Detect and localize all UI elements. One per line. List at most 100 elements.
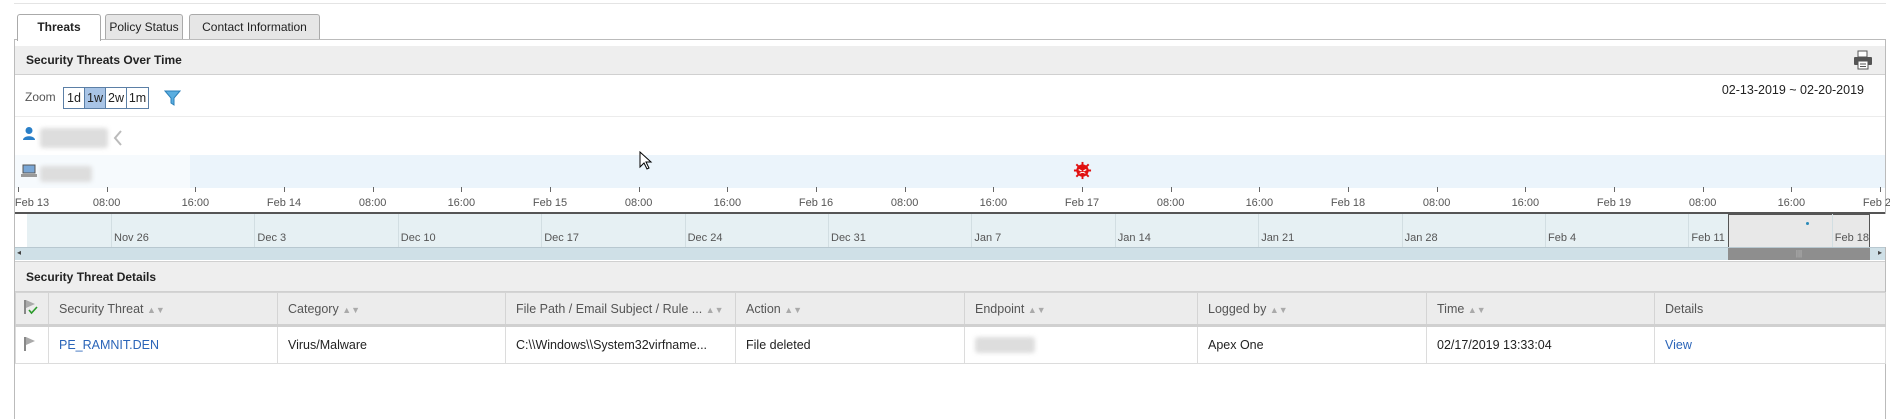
zoom-1d-button[interactable]: 1d [64,88,85,108]
navigator-week-line [111,214,112,247]
navigator-week-line [1114,214,1116,247]
column-time[interactable]: Time ▲▼ [1426,292,1655,327]
axis-tick [993,187,995,192]
timeline-navigator[interactable]: Nov 26 Dec 3 Dec 10 Dec 17 Dec 24 Dec 31 Jan 7… [27,214,1886,247]
axis-label: Feb 20 [1862,197,1890,209]
axis-label: Feb 13 [14,197,50,209]
threat-name-link[interactable]: PE_RAMNIT.DEN [59,338,160,352]
scroll-left-arrow[interactable]: ◂ [17,248,22,257]
axis-label: 16:00 [181,197,210,209]
file-path-cell: C:\\Windows\\System32virfname... [505,325,736,364]
tab-policy-status[interactable]: Policy Status [105,14,183,40]
tab-threats[interactable]: Threats [17,14,101,41]
sort-icon: ▲▼ [705,304,724,315]
top-divider [14,3,1886,4]
navigator-week-line [1258,214,1260,247]
axis-label: Feb 17 [1064,197,1100,209]
view-details-link[interactable]: View [1665,338,1692,352]
zoom-label: Zoom [25,90,56,104]
navigator-event-dot [1806,222,1809,225]
axis-tick [638,187,640,192]
timeline-title: Security Threats Over Time [26,53,182,67]
axis-tick [816,187,817,192]
axis-tick [372,187,374,192]
scroll-right-arrow[interactable]: ▸ [1877,248,1882,257]
endpoint-cell [964,325,1198,364]
action-cell: File deleted [735,325,965,364]
column-file-path[interactable]: File Path / Email Subject / Rule ... ▲▼ [505,292,736,327]
navigator-label: Dec 17 [544,232,580,244]
navigator-scrollbar[interactable]: ◂ ||| ▸ [15,247,1885,260]
axis-tick [1259,187,1261,192]
flag-icon[interactable] [23,336,37,352]
threat-virus-icon[interactable] [1073,161,1092,180]
column-category[interactable]: Category ▲▼ [277,292,506,327]
axis-label: Feb 15 [532,197,568,209]
navigator-label: Feb 11 [1691,232,1725,244]
chevron-left-icon[interactable] [113,130,123,146]
endpoint-name-redacted [40,166,92,182]
axis-tick [1702,187,1704,192]
axis-tick [1170,187,1172,192]
endpoint-redacted [975,337,1035,353]
sort-icon: ▲▼ [1027,304,1046,315]
flag-column-header[interactable] [15,292,49,327]
axis-label: 08:00 [624,197,653,209]
navigator-week-line [397,214,399,247]
navigator-label: Jan 7 [974,232,1002,244]
navigator-week-line [254,214,256,247]
axis-tick [1436,187,1438,192]
axis-tick [727,187,729,192]
column-action[interactable]: Action ▲▼ [735,292,965,327]
endpoint-track [190,155,1885,188]
table-row: PE_RAMNIT.DEN Virus/Malware C:\\Windows\… [15,325,1886,364]
axis-tick [550,187,551,192]
navigator-label: Dec 31 [831,232,866,244]
navigator-label: Dec 10 [400,232,436,244]
details-cell: View [1654,325,1886,364]
axis-label: 08:00 [1156,197,1185,209]
column-logged-by[interactable]: Logged by ▲▼ [1197,292,1427,327]
navigator-selection[interactable] [1728,214,1870,247]
zoom-1w-button[interactable]: 1w [85,88,106,108]
axis-label: 08:00 [1422,197,1451,209]
axis-label: 16:00 [1777,197,1806,209]
axis-label: 16:00 [713,197,742,209]
axis-tick [1348,187,1349,192]
axis-tick [1880,187,1881,192]
navigator-week-line [684,214,686,247]
navigator-label: Feb 18 [1834,232,1870,244]
axis-label: 08:00 [890,197,919,209]
column-security-threat[interactable]: Security Threat ▲▼ [48,292,278,327]
print-icon[interactable] [1853,50,1873,70]
navigator-week-line [828,214,829,247]
zoom-2w-button[interactable]: 2w [106,88,127,108]
navigator-week-line [1545,214,1546,247]
navigator-label: Dec 3 [257,232,287,244]
zoom-1m-button[interactable]: 1m [128,91,147,105]
time-cell: 02/17/2019 13:33:04 [1426,325,1655,364]
flag-cell[interactable] [15,325,49,364]
user-icon [23,127,35,140]
scroll-thumb[interactable]: ||| [1728,248,1870,260]
tab-contact-information[interactable]: Contact Information [189,14,320,40]
time-axis: Feb 13 08:00 16:00 Feb 14 08:00 16:00 Feb 15 08… [14,187,1890,214]
logged-by-cell: Apex One [1197,325,1427,364]
axis-tick [1614,187,1615,192]
mouse-cursor-icon [639,151,653,170]
flag-check-icon [24,300,38,315]
zoom-buttons: 1d 1w 2w 1m [63,87,149,109]
axis-label: 16:00 [447,197,476,209]
navigator-label: Jan 21 [1261,232,1295,244]
axis-label: Feb 16 [798,197,834,209]
navigator-future [1870,214,1886,247]
axis-label: 16:00 [1511,197,1540,209]
navigator-week-line [1831,214,1833,247]
threat-name-cell: PE_RAMNIT.DEN [48,325,278,364]
sort-icon: ▲▼ [342,304,361,315]
axis-label: Feb 18 [1330,197,1366,209]
axis-tick [18,187,19,192]
sort-icon: ▲▼ [1269,304,1288,315]
column-endpoint[interactable]: Endpoint ▲▼ [964,292,1198,327]
filter-icon[interactable] [164,89,181,107]
